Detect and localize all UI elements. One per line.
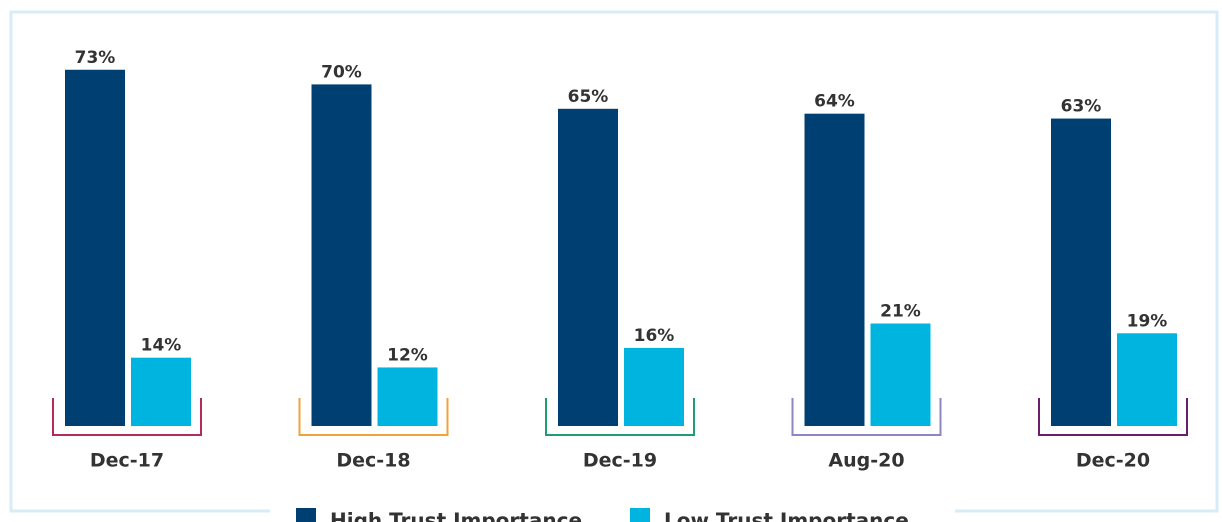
value-label: 16%: [634, 326, 675, 346]
value-label: 65%: [568, 87, 609, 107]
bar: [804, 113, 865, 427]
group-bracket: [1038, 398, 1188, 436]
legend-background: [270, 500, 955, 522]
value-label: 12%: [387, 345, 428, 365]
value-label: 21%: [880, 302, 921, 322]
group-bracket: [791, 398, 942, 436]
legend-label: Low Trust Importance: [664, 509, 909, 522]
bar: [377, 367, 438, 426]
x-tick-label: Dec-17: [90, 450, 164, 472]
x-tick-label: Dec-19: [583, 450, 657, 472]
value-label: 14%: [141, 336, 182, 356]
group-bracket: [545, 398, 695, 436]
legend-label: High Trust Importance: [330, 509, 582, 522]
x-tick-label: Dec-18: [336, 450, 410, 472]
legend-swatch: [296, 508, 316, 522]
bar: [870, 323, 931, 426]
group-bracket: [298, 398, 449, 436]
bar: [311, 84, 372, 427]
x-tick-label: Aug-20: [828, 450, 904, 472]
value-label: 73%: [75, 48, 116, 68]
x-tick-label: Dec-20: [1076, 450, 1150, 472]
bar: [131, 357, 191, 426]
bar: [558, 108, 618, 427]
value-label: 70%: [321, 62, 362, 82]
group-bracket: [52, 398, 202, 436]
legend-swatch: [630, 508, 650, 522]
bar: [65, 69, 125, 426]
bar: [1117, 333, 1177, 426]
bar: [624, 347, 684, 426]
bar: [1051, 118, 1111, 426]
value-label: 19%: [1127, 311, 1168, 331]
value-label: 64%: [814, 92, 855, 112]
value-label: 63%: [1061, 97, 1102, 117]
